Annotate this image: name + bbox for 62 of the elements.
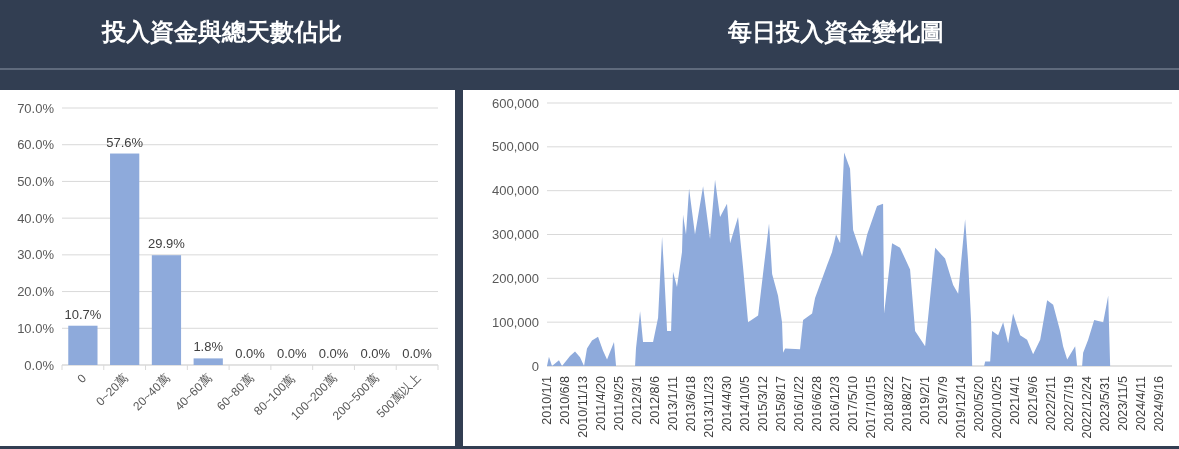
x-tick-label: 2023/11/5 (1116, 375, 1131, 431)
data-label: 10.7% (64, 306, 102, 322)
x-tick-label: 2012/8/6 (648, 375, 662, 425)
data-label: 0.0% (318, 346, 349, 361)
x-tick-label: 2019/2/1 (918, 375, 933, 425)
x-tick-label: 2022/2/11 (1044, 375, 1059, 431)
x-tick-label: 2014/10/5 (738, 375, 752, 432)
data-label: 0.0% (360, 346, 391, 361)
x-tick-label: 2015/3/12 (756, 375, 770, 432)
x-tick-label: 2013/1/11 (666, 375, 680, 431)
y-tick-label: 0.0% (24, 357, 55, 373)
x-tick-label: 2017/10/15 (864, 375, 879, 439)
x-tick-label: 0 (74, 371, 90, 386)
y-tick-label: 60.0% (17, 137, 55, 153)
x-tick-label: 2018/8/27 (900, 375, 915, 432)
x-tick-label: 2020/5/20 (972, 375, 987, 432)
x-tick-label: 2013/6/18 (684, 375, 698, 432)
y-tick-label: 70.0% (17, 100, 55, 116)
x-tick-label: 2015/8/17 (774, 375, 788, 432)
x-tick-label: 2010/11/13 (576, 375, 590, 438)
y-tick-label: 50.0% (17, 173, 55, 189)
x-tick-label: 2012/3/1 (630, 375, 644, 425)
x-tick-label: 2010/1/1 (540, 375, 554, 425)
x-tick-label: 2011/9/25 (612, 375, 626, 431)
x-tick-label: 2013/11/23 (702, 375, 716, 438)
x-tick-label: 2017/5/10 (846, 375, 861, 432)
x-tick-label: 2018/3/22 (882, 375, 897, 432)
x-tick-label: 2021/9/6 (1026, 375, 1041, 425)
y-tick-label: 40.0% (17, 210, 55, 226)
data-label: 0.0% (235, 346, 266, 361)
y-tick-label: 10.0% (17, 320, 55, 336)
y-tick-label: 30.0% (17, 247, 55, 263)
x-tick-label: 2014/4/30 (720, 375, 734, 432)
data-label: 0.0% (276, 346, 308, 361)
y-tick-label: 400,000 (492, 183, 539, 199)
x-tick-label: 2022/12/24 (1080, 375, 1095, 439)
data-label: 1.8% (193, 339, 224, 355)
x-tick-label: 2020/10/25 (990, 375, 1005, 439)
data-label: 29.9% (148, 236, 186, 252)
y-tick-label: 300,000 (492, 227, 539, 242)
y-tick-label: 600,000 (492, 95, 539, 111)
y-tick-label: 0 (531, 358, 539, 374)
y-tick-label: 200,000 (492, 270, 539, 286)
x-tick-label: 2023/5/31 (1098, 375, 1113, 432)
x-tick-label: 2021/4/1 (1008, 375, 1023, 425)
x-tick-label: 2019/12/14 (954, 375, 969, 439)
x-tick-label: 2019/7/9 (936, 375, 951, 425)
y-tick-label: 20.0% (17, 284, 55, 300)
x-tick-label: 2024/9/16 (1152, 375, 1167, 432)
x-tick-label: 2016/1/22 (792, 375, 807, 432)
x-tick-label: 2024/4/11 (1134, 375, 1149, 431)
chart-title: 每日投入資金變化圖 (727, 18, 944, 45)
y-tick-label: 100,000 (492, 314, 539, 330)
chart-title: 投入資金與總天數佔比 (101, 18, 342, 45)
x-tick-label: 2016/12/3 (828, 375, 843, 432)
x-tick-label: 2016/6/28 (810, 375, 825, 432)
x-tick-label: 2010/6/8 (558, 375, 572, 425)
data-label: 57.6% (106, 134, 144, 150)
x-tick-label: 2022/7/19 (1062, 375, 1077, 432)
y-tick-label: 500,000 (492, 139, 539, 155)
x-tick-label: 2011/4/20 (594, 375, 608, 431)
data-label: 0.0% (402, 346, 433, 361)
